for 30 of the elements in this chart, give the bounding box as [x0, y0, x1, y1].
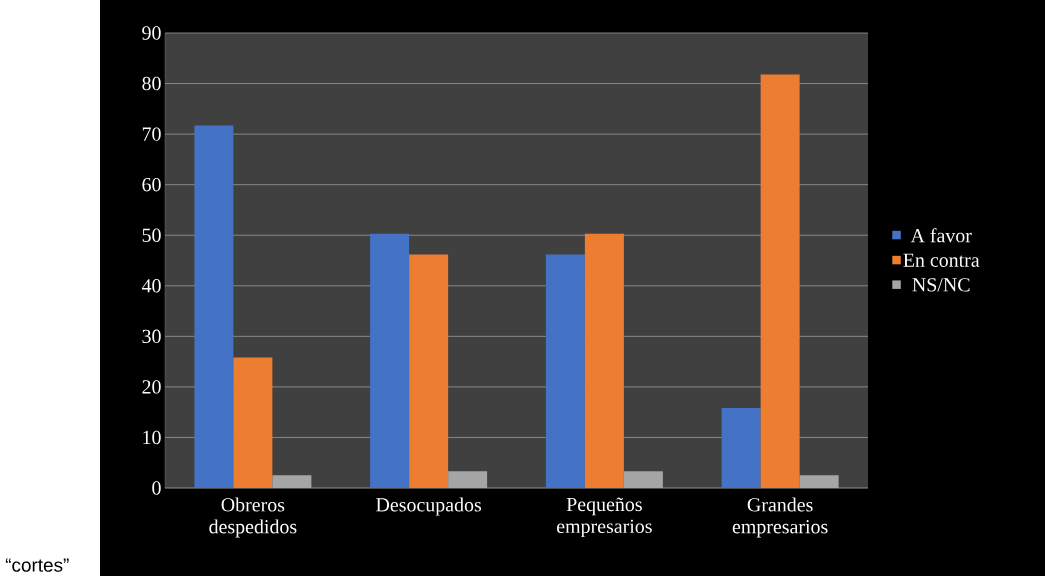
legend-label: A favor: [910, 228, 972, 243]
bar: [194, 125, 234, 488]
bar: [584, 233, 624, 488]
bar: [721, 408, 761, 488]
bar: [799, 475, 839, 488]
x-tick-label: Pequeños empresarios: [557, 497, 652, 538]
legend-label: En contra: [903, 253, 980, 267]
y-tick-label: 80: [142, 76, 161, 91]
bar: [370, 233, 410, 488]
y-tick-label: 70: [142, 127, 161, 141]
bar: [409, 254, 449, 488]
bar: [233, 357, 273, 488]
y-tick-label: 10: [143, 430, 161, 445]
bar: [448, 471, 488, 488]
legend-label: NS/NC: [912, 278, 970, 292]
bar: [272, 475, 312, 488]
bar: [760, 74, 800, 488]
y-tick-label: 40: [141, 279, 161, 293]
y-tick-label: 0: [152, 481, 161, 495]
x-tick-label: Obreros despedidos: [209, 497, 297, 538]
y-tick-label: 30: [142, 329, 161, 344]
bar: [623, 471, 663, 488]
x-tick-label: Grandes empresarios: [732, 497, 828, 538]
y-tick-label: 90: [142, 26, 161, 40]
y-tick-label: 50: [142, 228, 161, 242]
y-tick-label: 60: [142, 177, 161, 192]
x-tick-label: Desocupados: [376, 497, 482, 516]
bar: [545, 254, 585, 488]
text: “cortes”: [5, 558, 69, 572]
y-tick-label: 20: [142, 380, 161, 394]
